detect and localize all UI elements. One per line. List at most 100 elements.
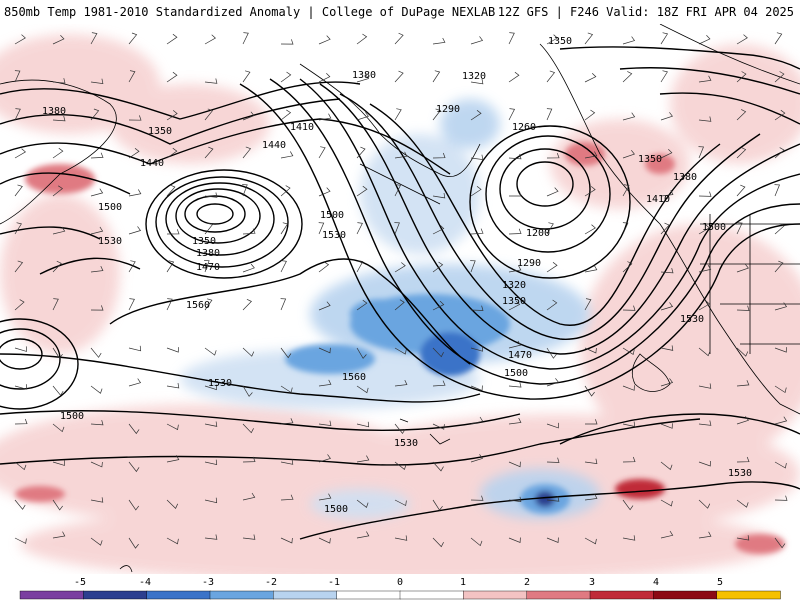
- wind-barb: [698, 383, 712, 389]
- wind-barb: [52, 147, 64, 159]
- wind-barb: [736, 34, 748, 45]
- wind-barb: [432, 537, 444, 548]
- wind-barb: [280, 71, 292, 83]
- wind-barb: [280, 459, 294, 465]
- wind-barb: [356, 260, 364, 273]
- wind-barb: [660, 268, 674, 274]
- wind-barb: [280, 151, 294, 159]
- wind-barb: [204, 421, 218, 427]
- wind-barb: [774, 537, 786, 549]
- contour-label: 1350: [502, 296, 526, 307]
- colorbar-swatch: [716, 590, 781, 600]
- wind-barb: [90, 385, 103, 394]
- map-header: 850mb Temp 1981-2010 Standardized Anomal…: [0, 0, 800, 24]
- colorbar-swatch: [463, 590, 528, 600]
- wind-barb: [622, 36, 636, 45]
- wind-barb: [318, 222, 325, 235]
- wind-barb: [90, 226, 104, 235]
- wind-barb: [698, 146, 705, 159]
- wind-barb: [242, 423, 254, 434]
- wind-barb: [470, 537, 483, 547]
- colorbar-tick: 4: [653, 577, 659, 588]
- map-title: 850mb Temp 1981-2010 Standardized Anomal…: [4, 5, 496, 19]
- wind-barb: [356, 455, 370, 463]
- wind-barb: [470, 495, 484, 501]
- wind-barb: [698, 224, 710, 235]
- wind-barbs: [14, 32, 788, 549]
- colorbar-tick: 1: [460, 577, 466, 588]
- wind-barb: [128, 226, 142, 235]
- wind-barb: [90, 305, 104, 311]
- wind-barb: [166, 110, 178, 121]
- wind-barb: [52, 347, 63, 359]
- wind-barb: [660, 222, 670, 235]
- wind-barb: [622, 421, 636, 427]
- wind-barb: [318, 420, 332, 427]
- wind-barb: [318, 35, 331, 45]
- wind-barb: [166, 298, 173, 311]
- wind-barb: [318, 379, 332, 387]
- wind-barb: [622, 305, 636, 311]
- wind-barb: [166, 537, 179, 545]
- wind-barb: [660, 378, 674, 387]
- wind-barb: [660, 189, 674, 197]
- wind-barb: [736, 380, 750, 387]
- wind-barb: [394, 108, 402, 121]
- contour-label: 1530: [728, 468, 752, 479]
- wind-barb: [166, 423, 179, 431]
- wind-barb: [242, 184, 248, 197]
- wind-barb: [660, 345, 674, 351]
- wind-barb: [660, 302, 674, 311]
- contour-label: 1290: [436, 104, 460, 115]
- wind-barb: [432, 300, 445, 311]
- wind-barb: [166, 184, 176, 197]
- wind-barb: [546, 347, 557, 359]
- wind-barb: [774, 71, 785, 83]
- wind-barb: [470, 346, 483, 352]
- wind-barb: [204, 108, 214, 121]
- wind-barb: [622, 261, 633, 273]
- wind-barb: [14, 260, 24, 273]
- colorbar-tick: 0: [397, 577, 403, 588]
- wind-barb: [318, 537, 331, 544]
- wind-barb: [242, 228, 256, 235]
- wind-barb: [242, 263, 255, 273]
- wind-barb: [166, 71, 178, 83]
- wind-barb: [204, 222, 214, 235]
- wind-barb: [584, 109, 596, 121]
- wind-barb: [736, 184, 746, 197]
- wind-barb: [584, 186, 596, 197]
- wind-barb: [698, 75, 712, 83]
- wind-barb: [204, 78, 218, 84]
- wind-barb: [14, 384, 27, 390]
- wind-barb: [622, 149, 635, 159]
- wind-barb: [622, 499, 634, 511]
- wind-barb: [204, 384, 217, 391]
- wind-barb: [242, 492, 256, 501]
- contour-label: 1320: [462, 71, 486, 82]
- contour-label: 1290: [517, 258, 541, 269]
- wind-barb: [356, 347, 367, 359]
- wind-barb: [52, 531, 66, 539]
- wind-barb: [242, 347, 255, 357]
- wind-barb: [394, 347, 407, 355]
- wind-barb: [470, 454, 483, 463]
- wind-barb: [394, 184, 402, 197]
- contour-label: 1470: [508, 350, 532, 361]
- wind-barb: [774, 347, 787, 353]
- wind-barb: [508, 71, 520, 83]
- wind-barb: [356, 531, 370, 539]
- colorbar-labels: -5 -4 -3 -2 -1 0 1 2 3 4 5: [74, 577, 723, 588]
- wind-barb: [242, 385, 253, 397]
- wind-barb: [356, 185, 368, 197]
- wind-barb: [508, 228, 522, 235]
- wind-barb: [432, 224, 445, 235]
- contour-label: 1410: [646, 194, 670, 205]
- wind-barb: [14, 108, 21, 121]
- run-info: 12Z GFS | F246 Valid: 18Z FRI APR 04 202…: [497, 5, 794, 19]
- wind-barb: [14, 418, 28, 425]
- contour-label: 1560: [342, 372, 366, 383]
- wind-barb: [242, 32, 249, 45]
- wind-barb: [204, 34, 216, 45]
- wind-barb: [546, 262, 558, 273]
